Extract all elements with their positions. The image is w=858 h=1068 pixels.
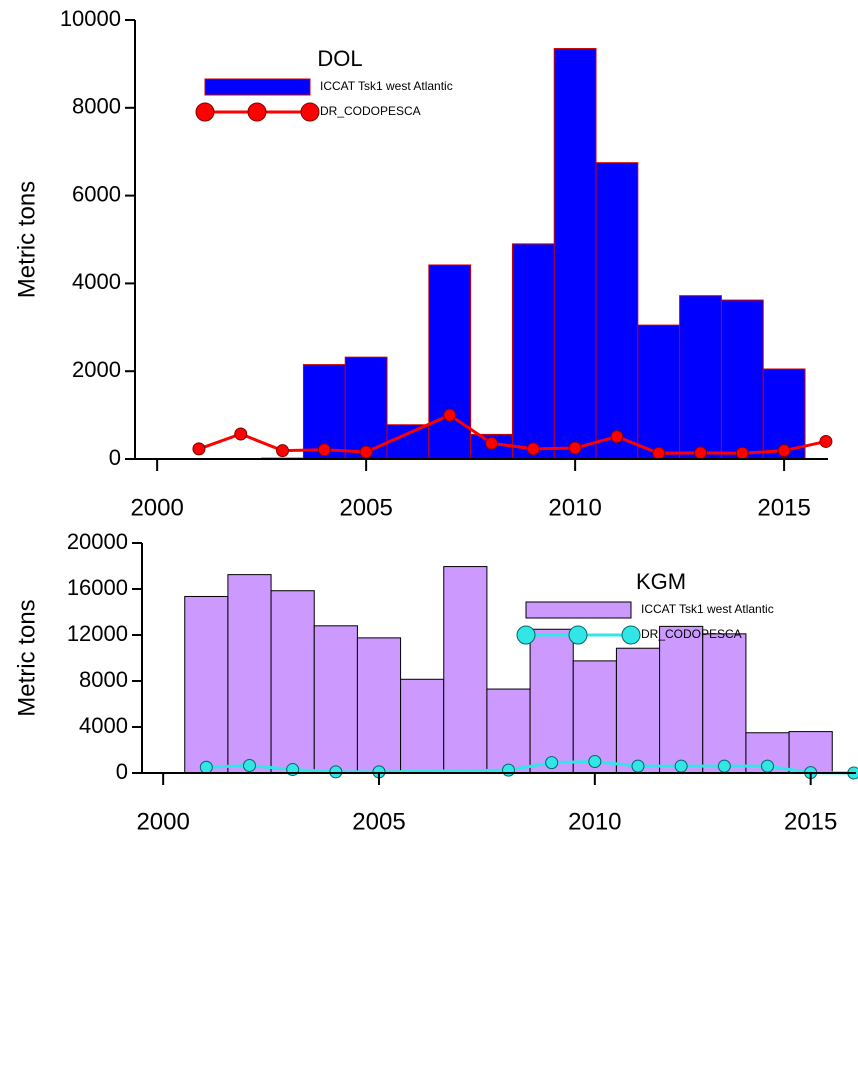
point xyxy=(717,759,731,773)
point xyxy=(192,442,206,456)
point xyxy=(443,408,457,422)
y-tick-label: 10000 xyxy=(60,6,121,31)
point xyxy=(568,441,582,455)
bar xyxy=(788,731,833,774)
y-axis-label: Metric tons xyxy=(13,181,40,298)
x-tick-label: 2005 xyxy=(339,494,392,521)
point xyxy=(526,442,540,456)
bar xyxy=(511,243,555,460)
legend-label: ICCAT Tsk1 west Atlantic xyxy=(320,79,453,93)
y-tick-label: 0 xyxy=(116,759,128,784)
y-tick-label: 6000 xyxy=(72,181,121,206)
legend-label: ICCAT Tsk1 west Atlantic xyxy=(641,602,774,616)
point xyxy=(234,427,248,441)
bar xyxy=(443,566,488,774)
legend-marker xyxy=(195,102,215,122)
bar xyxy=(702,633,747,774)
bar xyxy=(344,356,388,460)
x-tick-label: 2000 xyxy=(130,494,183,521)
bar xyxy=(529,628,574,774)
point xyxy=(242,759,256,773)
point xyxy=(329,765,343,779)
bar xyxy=(615,647,661,774)
x-tick-label: 2010 xyxy=(568,808,621,835)
x-tick-label: 2010 xyxy=(548,494,601,521)
legend-swatch xyxy=(525,601,632,619)
legend-label: DR_CODOPESCA xyxy=(320,104,421,118)
x-tick-label: 2015 xyxy=(784,808,837,835)
bar xyxy=(679,295,722,460)
bar xyxy=(595,162,639,460)
line xyxy=(206,759,854,775)
legend-marker xyxy=(568,625,588,645)
chart-title: DOL xyxy=(317,46,362,71)
bar xyxy=(720,299,764,460)
point xyxy=(631,759,645,773)
y-axis-label: Metric tons xyxy=(13,599,40,716)
x-tick-label: 2015 xyxy=(757,494,810,521)
point xyxy=(652,446,666,460)
point xyxy=(735,446,749,460)
y-tick-label: 0 xyxy=(109,445,121,470)
point xyxy=(819,434,833,448)
chart-title: KGM xyxy=(636,569,686,594)
point xyxy=(610,430,624,444)
x-tick-label: 2000 xyxy=(136,808,189,835)
bar xyxy=(572,660,617,774)
point xyxy=(359,445,373,459)
point xyxy=(317,443,331,457)
bar xyxy=(184,595,229,774)
y-tick-label: 8000 xyxy=(79,667,128,692)
bar xyxy=(659,625,704,774)
bar xyxy=(386,424,430,460)
bar xyxy=(400,678,445,774)
point xyxy=(777,444,791,458)
point xyxy=(761,759,775,773)
bar xyxy=(356,637,402,774)
point xyxy=(501,763,515,777)
bar xyxy=(553,48,597,460)
point xyxy=(545,756,559,770)
y-tick-label: 16000 xyxy=(67,575,128,600)
legend-swatch xyxy=(204,78,311,96)
bar xyxy=(270,590,315,774)
bar xyxy=(486,688,531,774)
point xyxy=(674,759,688,773)
point xyxy=(485,436,499,450)
legend-marker xyxy=(247,102,267,122)
bar xyxy=(313,625,358,774)
bar xyxy=(637,324,681,460)
legend-marker xyxy=(300,102,320,122)
legend-label: DR_CODOPESCA xyxy=(641,627,742,641)
y-tick-label: 4000 xyxy=(79,713,128,738)
point xyxy=(276,444,290,458)
bar xyxy=(227,574,272,774)
y-tick-label: 20000 xyxy=(67,529,128,554)
y-tick-label: 2000 xyxy=(72,357,121,382)
y-tick-label: 12000 xyxy=(67,621,128,646)
legend-marker xyxy=(621,625,641,645)
legend-marker xyxy=(516,625,536,645)
point xyxy=(694,446,708,460)
point xyxy=(588,755,602,768)
x-tick-label: 2005 xyxy=(352,808,405,835)
point xyxy=(199,760,213,774)
y-tick-label: 4000 xyxy=(72,269,121,294)
bar xyxy=(762,368,806,460)
y-tick-label: 8000 xyxy=(72,94,121,119)
bar xyxy=(428,264,472,460)
